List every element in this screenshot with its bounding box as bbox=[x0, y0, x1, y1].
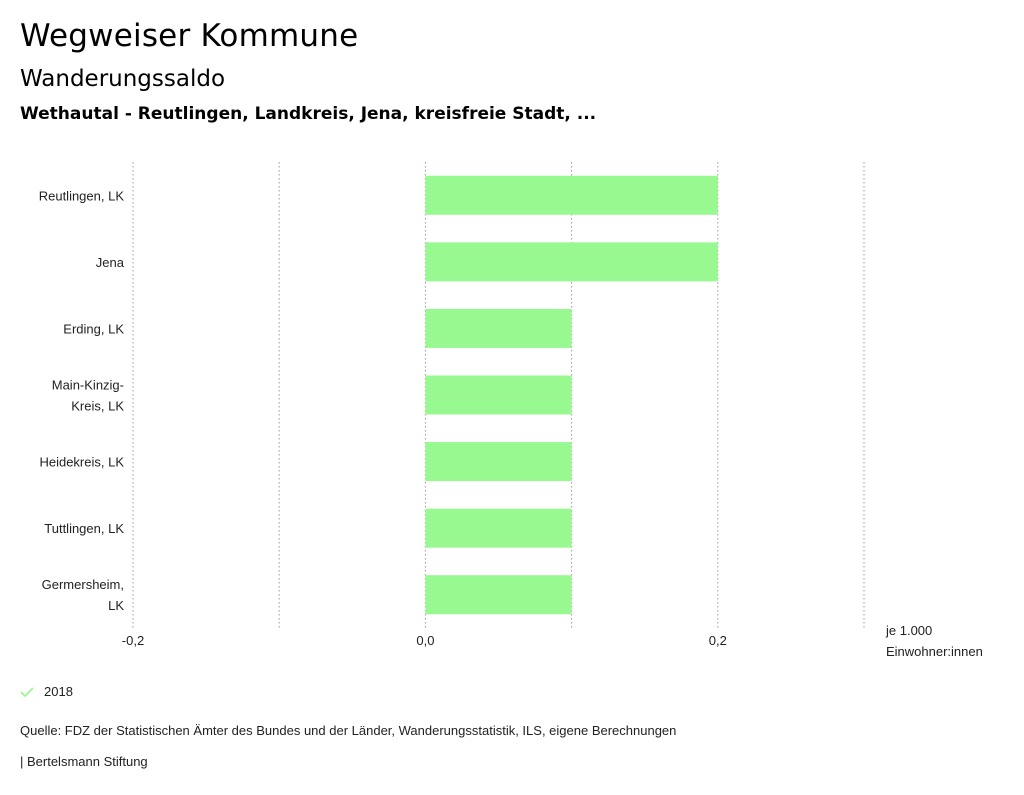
category-label: Tuttlingen, LK bbox=[44, 521, 124, 536]
bar bbox=[425, 175, 718, 215]
category-label: Jena bbox=[96, 255, 125, 270]
category-label: Germersheim, LK bbox=[42, 577, 125, 613]
bar bbox=[425, 242, 718, 282]
page-title: Wegweiser Kommune bbox=[20, 18, 359, 54]
bar bbox=[425, 575, 572, 615]
bar bbox=[425, 508, 572, 548]
bar bbox=[425, 442, 572, 482]
category-label: Heidekreis, LK bbox=[39, 455, 124, 470]
category-label: Reutlingen, LK bbox=[39, 188, 125, 203]
bar bbox=[425, 308, 572, 348]
x-tick-label: -0,2 bbox=[122, 633, 144, 648]
source-note: Quelle: FDZ der Statistischen Ämter des … bbox=[20, 723, 677, 738]
credit-note: | Bertelsmann Stiftung bbox=[20, 754, 148, 769]
category-label: Main-Kinzig-Kreis, LK bbox=[52, 378, 125, 414]
region-label: Wethautal - Reutlingen, Landkreis, Jena,… bbox=[20, 104, 597, 124]
axis-unit-label: je 1.000 Einwohner:innen bbox=[885, 623, 983, 659]
x-tick-label: 0,2 bbox=[709, 633, 727, 648]
chart-subtitle: Wanderungssaldo bbox=[20, 66, 226, 92]
bar-chart: Reutlingen, LK Jena Erding, LK Main-Kinzig-… bbox=[39, 162, 983, 659]
legend-label: 2018 bbox=[44, 684, 73, 699]
x-tick-label: 0,0 bbox=[416, 633, 434, 648]
check-icon bbox=[20, 686, 34, 697]
legend[interactable]: 2018 bbox=[20, 684, 73, 699]
bar bbox=[425, 375, 572, 415]
category-label: Erding, LK bbox=[63, 321, 124, 336]
